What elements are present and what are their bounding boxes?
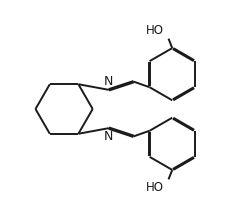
Text: HO: HO	[146, 181, 164, 194]
Text: N: N	[104, 75, 114, 88]
Text: HO: HO	[146, 24, 164, 37]
Text: N: N	[104, 130, 114, 143]
